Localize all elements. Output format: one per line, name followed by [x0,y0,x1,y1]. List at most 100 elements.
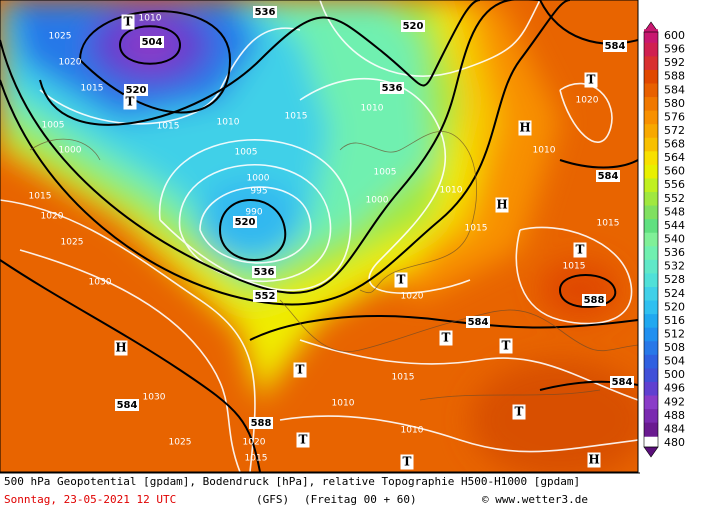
colorbar-swatch [644,69,658,84]
low-label: T [397,273,406,287]
colorbar-swatch [644,232,658,247]
geopotential-label: 584 [612,377,633,388]
geopotential-label-box [233,216,257,228]
pressure-label: 1015 [563,262,586,272]
high-label-box [495,197,509,213]
colorbar-label: 536 [664,246,685,259]
high-label: H [519,121,530,135]
colorbar-swatch [644,409,658,424]
colorbar-label: 524 [664,287,685,300]
colorbar-label: 480 [664,436,685,449]
geopotential-label: 588 [584,295,605,306]
pressure-label: 1015 [81,84,104,94]
colorbar-label: 516 [664,314,685,327]
colorbar-label: 596 [664,43,685,56]
pressure-label: 1025 [49,32,72,42]
low-label: T [126,95,135,109]
pressure-label: 1015 [245,454,268,464]
geopotential-label: 536 [255,7,276,18]
pressure-label: 1005 [374,168,397,178]
colorbar-label: 508 [664,341,685,354]
colorbar-swatch [644,124,658,139]
colorbar-swatch [644,97,658,112]
pressure-label: 1010 [332,399,355,409]
colorbar-swatch [644,381,658,397]
colorbar-label: 520 [664,300,685,313]
colorbar-label: 576 [664,110,685,123]
map: 504 520 520 536 552 536 536 520 584 584 588 584 584 5… [0,0,638,472]
geopotential-label-box [140,36,164,48]
colorbar-label: 580 [664,97,685,110]
colorbar-label: 484 [664,422,685,435]
pressure-label: 1015 [392,373,415,383]
colorbar-label: 556 [664,178,685,191]
high-label: H [496,198,507,212]
colorbar-frame [643,31,659,448]
colorbar-label: 600 [664,29,685,42]
colorbar-label: 568 [664,138,685,151]
caption-date: Sonntag, 23-05-2021 12 UTC [4,493,176,506]
colorbar-swatch [644,83,658,98]
colorbar-swatch [644,192,658,207]
low-label-box [123,94,137,110]
geopotential-label-box [582,294,606,306]
pressure-label: 1005 [42,121,65,131]
geopotential-label-box [610,376,634,388]
pressure-label: 1000 [366,196,389,206]
pressure-label: 1025 [61,238,84,248]
colorbar: 6005965925885845805765725685645605565525… [643,21,685,458]
pressure-label: 1030 [89,278,112,288]
pressure-label: 1000 [247,174,270,184]
geopotential-label-box [603,40,627,52]
colorbar-swatch [644,354,658,369]
pressure-label: 1010 [217,118,240,128]
colorbar-label: 588 [664,70,685,83]
colorbar-swatch [644,422,658,437]
colorbar-label: 492 [664,395,685,408]
colorbar-label: 572 [664,124,685,137]
low-label: T [299,433,308,447]
pressure-label: 1030 [143,393,166,403]
colorbar-swatch [644,151,658,166]
geopotential-label-box [253,6,277,18]
geopotential-label: 552 [255,291,276,302]
pressure-label: 995 [250,187,267,197]
pressure-label: 1010 [533,146,556,156]
colorbar-label: 544 [664,219,685,232]
colorbar-swatch [644,395,658,410]
geopotential-label: 584 [605,41,626,52]
colorbar-label: 528 [664,273,685,286]
low-label-box [573,242,587,258]
colorbar-swatch [644,137,658,152]
caption-model: (GFS) [256,493,289,506]
geopotential-label-box [249,417,273,429]
geopotential-label: 520 [235,217,256,228]
pressure-label: 1015 [597,219,620,229]
pressure-label: 990 [245,208,262,218]
geopotential-label: 584 [598,171,619,182]
high-label-box [518,120,532,136]
pressure-label: 1010 [401,426,424,436]
geopotential-label-box [252,266,276,278]
pressure-label: 1000 [59,146,82,156]
pressure-label: 1010 [440,186,463,196]
pressure-label: 1015 [157,122,180,132]
geopotential-label: 584 [117,400,138,411]
colorbar-swatch [644,110,658,125]
colorbar-label: 488 [664,409,685,422]
colorbar-swatch [644,29,658,44]
geopotential-label: 504 [142,37,163,48]
pressure-label: 1020 [59,58,82,68]
high-label-box [587,452,601,468]
caption-run: (Freitag 00 + 60) [304,493,417,506]
map-frame [0,0,639,473]
colorbar-label: 584 [664,83,685,96]
geopotential-label-box [124,84,148,96]
geopotential-label: 520 [403,21,424,32]
pressure-label: 1025 [169,438,192,448]
colorbar-swatch [644,42,658,57]
geopotential-label-box [596,170,620,182]
caption-source: © www.wetter3.de [482,493,588,506]
colorbar-swatch [644,314,658,329]
geopotential-label: 588 [251,418,272,429]
